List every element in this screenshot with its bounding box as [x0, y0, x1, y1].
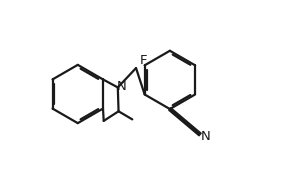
Text: F: F [140, 54, 147, 67]
Text: N: N [200, 130, 210, 143]
Text: N: N [116, 80, 126, 93]
